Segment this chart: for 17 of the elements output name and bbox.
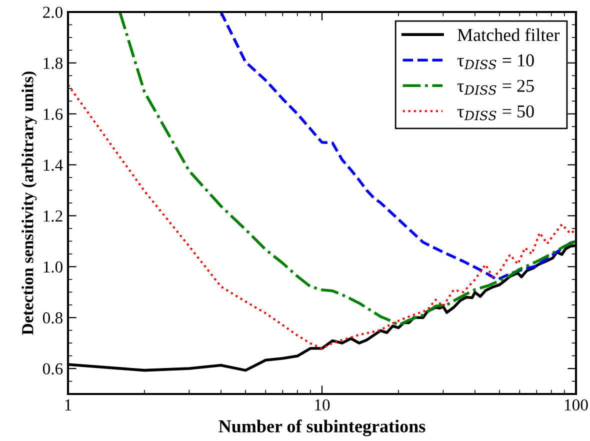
y-tick-label: 0.8 bbox=[42, 312, 63, 324]
y-tick-label: 1.4 bbox=[44, 160, 63, 171]
legend-label: τ$_{DISS}$ = 25 bbox=[457, 80, 534, 95]
y-tick-label: 2.0 bbox=[43, 6, 63, 18]
x-axis-title: Number of subintegrations bbox=[218, 420, 426, 436]
legend-label: Matched filter bbox=[457, 28, 560, 42]
y-tick-label: 1.6 bbox=[44, 108, 63, 120]
legend-label: τ$_{DISS}$ = 50 bbox=[457, 105, 534, 120]
y-tick-label: 0.6 bbox=[42, 363, 63, 375]
y-tick-label: 1.8 bbox=[44, 58, 63, 69]
legend-label: τ$_{DISS}$ = 10 bbox=[457, 54, 534, 70]
y-tick-label: 1.0 bbox=[44, 261, 63, 273]
y-tick-label: 1.2 bbox=[44, 210, 62, 222]
x-tick-label: 10 bbox=[315, 399, 330, 411]
y-axis-title: Detection sensitivity (arbitrary units) bbox=[22, 72, 37, 335]
x-tick-label: 1 bbox=[65, 399, 72, 410]
x-tick-label: 100 bbox=[564, 399, 588, 411]
